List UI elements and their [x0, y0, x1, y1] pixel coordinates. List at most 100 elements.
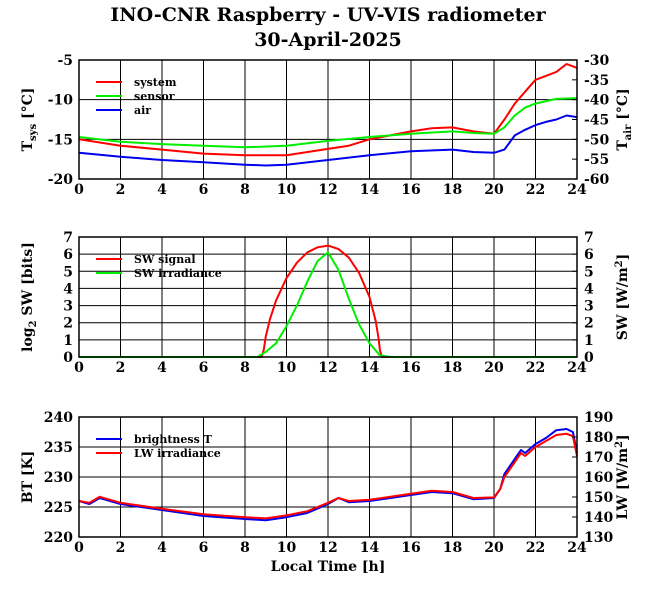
x-tick-label: 16 — [401, 182, 420, 198]
legend-label: air — [134, 104, 151, 117]
x-tick-label: 14 — [360, 182, 380, 198]
x-tick-label: 10 — [277, 360, 297, 376]
chart-title: INO-CNR Raspberry - UV-VIS radiometer — [110, 4, 546, 26]
chart-date: 30-April-2025 — [254, 29, 402, 51]
y-right-tick-label: 3 — [584, 299, 594, 315]
y-left-tick-label: 240 — [44, 410, 73, 426]
series-line-SW-signal — [79, 244, 577, 358]
y-right-tick-label: -35 — [584, 73, 609, 89]
y-right-tick-label: 190 — [584, 410, 613, 426]
y-right-tick-label: -30 — [584, 53, 610, 69]
x-tick-label: 10 — [277, 540, 297, 556]
series-line-system — [78, 63, 578, 157]
panel-1: 0 2 4 6 8 10 12 14 16 18 20 22 24-20-15-10-5-60-55-5… — [20, 53, 634, 198]
series-line-sensor — [78, 97, 578, 149]
y-left-tick-label: 3 — [63, 299, 73, 315]
y-right-tick-label: 170 — [584, 450, 613, 466]
y-left-tick-label: 2 — [63, 316, 73, 332]
x-tick-label: 8 — [240, 540, 250, 556]
legend-label: LW irradiance — [134, 447, 221, 460]
legend-label: SW signal — [134, 253, 196, 266]
y-right-tick-label: 0 — [584, 350, 594, 366]
x-tick-label: 20 — [484, 360, 504, 376]
y-right-tick-label: 7 — [584, 230, 594, 246]
y-right-axis-label: Tair [°C] — [615, 88, 634, 150]
x-tick-label: 24 — [567, 360, 587, 376]
y-right-tick-label: -55 — [584, 152, 609, 168]
x-tick-label: 2 — [116, 360, 126, 376]
y-right-tick-label: 4 — [584, 281, 594, 297]
panel-3: 0 2 4 6 8 10 12 14 16 18 20 22 242202252302352401301… — [20, 410, 631, 556]
y-right-tick-label: 180 — [584, 430, 613, 446]
y-right-axis-label: SW [W/m2] — [614, 254, 631, 341]
y-left-tick-label: 230 — [44, 470, 73, 486]
y-left-tick-label: -20 — [48, 172, 74, 188]
y-left-axis-label: Tsys [°C] — [20, 88, 39, 152]
y-left-axis-label: log2 SW [bits] — [20, 242, 39, 352]
x-tick-label: 18 — [443, 540, 462, 556]
x-tick-label: 16 — [401, 540, 420, 556]
y-right-tick-label: -40 — [584, 93, 610, 109]
x-tick-label: 2 — [116, 182, 126, 198]
y-left-tick-label: -15 — [48, 132, 73, 148]
x-tick-label: 20 — [484, 182, 504, 198]
legend-label: SW irradiance — [134, 267, 222, 280]
x-tick-label: 0 — [74, 540, 84, 556]
panel-2: 0 2 4 6 8 10 12 14 16 18 20 22 240123456701234567SW … — [20, 230, 631, 376]
x-tick-label: 14 — [360, 360, 380, 376]
x-tick-label: 14 — [360, 540, 380, 556]
x-tick-label: 6 — [199, 540, 209, 556]
x-tick-label: 12 — [318, 360, 337, 376]
y-right-tick-label: 160 — [584, 470, 613, 486]
x-tick-label: 0 — [74, 182, 84, 198]
x-tick-label: 24 — [567, 182, 587, 198]
legend-label: brightness T — [134, 433, 213, 446]
y-left-tick-label: 235 — [44, 440, 73, 456]
y-right-tick-label: -45 — [584, 113, 609, 129]
y-left-tick-label: 6 — [63, 247, 73, 263]
x-tick-label: 18 — [443, 182, 462, 198]
x-tick-label: 6 — [199, 182, 209, 198]
y-left-tick-label: 4 — [63, 281, 73, 297]
x-tick-label: 22 — [526, 360, 545, 376]
y-right-tick-label: 2 — [584, 316, 594, 332]
y-right-tick-label: 140 — [584, 510, 613, 526]
y-left-axis-label: BT [K] — [20, 451, 36, 504]
x-tick-label: 4 — [157, 360, 167, 376]
y-right-tick-label: 130 — [584, 530, 613, 546]
y-right-tick-label: -50 — [584, 132, 610, 148]
x-tick-label: 22 — [526, 540, 545, 556]
y-right-tick-label: 5 — [584, 264, 594, 280]
y-left-tick-label: 5 — [63, 264, 73, 280]
legend-label: sensor — [134, 90, 175, 103]
x-tick-label: 6 — [199, 360, 209, 376]
y-right-tick-label: -60 — [584, 172, 610, 188]
y-left-tick-label: 7 — [63, 230, 73, 246]
x-tick-label: 22 — [526, 182, 545, 198]
series-line-SW-irradiance — [79, 251, 577, 358]
y-left-tick-label: 0 — [63, 350, 73, 366]
x-tick-label: 12 — [318, 182, 337, 198]
series-line-LW-irradiance — [78, 432, 578, 520]
y-right-tick-label: 1 — [584, 333, 594, 349]
x-tick-label: 18 — [443, 360, 462, 376]
x-tick-label: 8 — [240, 360, 250, 376]
x-tick-label: 0 — [74, 360, 84, 376]
y-left-tick-label: -10 — [48, 93, 74, 109]
x-tick-label: 4 — [157, 182, 167, 198]
x-tick-label: 8 — [240, 182, 250, 198]
y-right-tick-label: 6 — [584, 247, 594, 263]
x-tick-label: 24 — [567, 540, 587, 556]
x-axis-label: Local Time [h] — [271, 559, 386, 575]
x-tick-label: 10 — [277, 182, 297, 198]
y-left-tick-label: -5 — [57, 53, 73, 69]
series-line-brightness-T — [78, 428, 578, 522]
y-right-axis-label: LW [W/m2] — [614, 434, 631, 519]
x-tick-label: 12 — [318, 540, 337, 556]
y-left-tick-label: 225 — [44, 500, 73, 516]
series-line-air — [78, 114, 578, 167]
y-right-tick-label: 150 — [584, 490, 613, 506]
legend-label: system — [134, 76, 177, 89]
y-left-tick-label: 1 — [63, 333, 73, 349]
